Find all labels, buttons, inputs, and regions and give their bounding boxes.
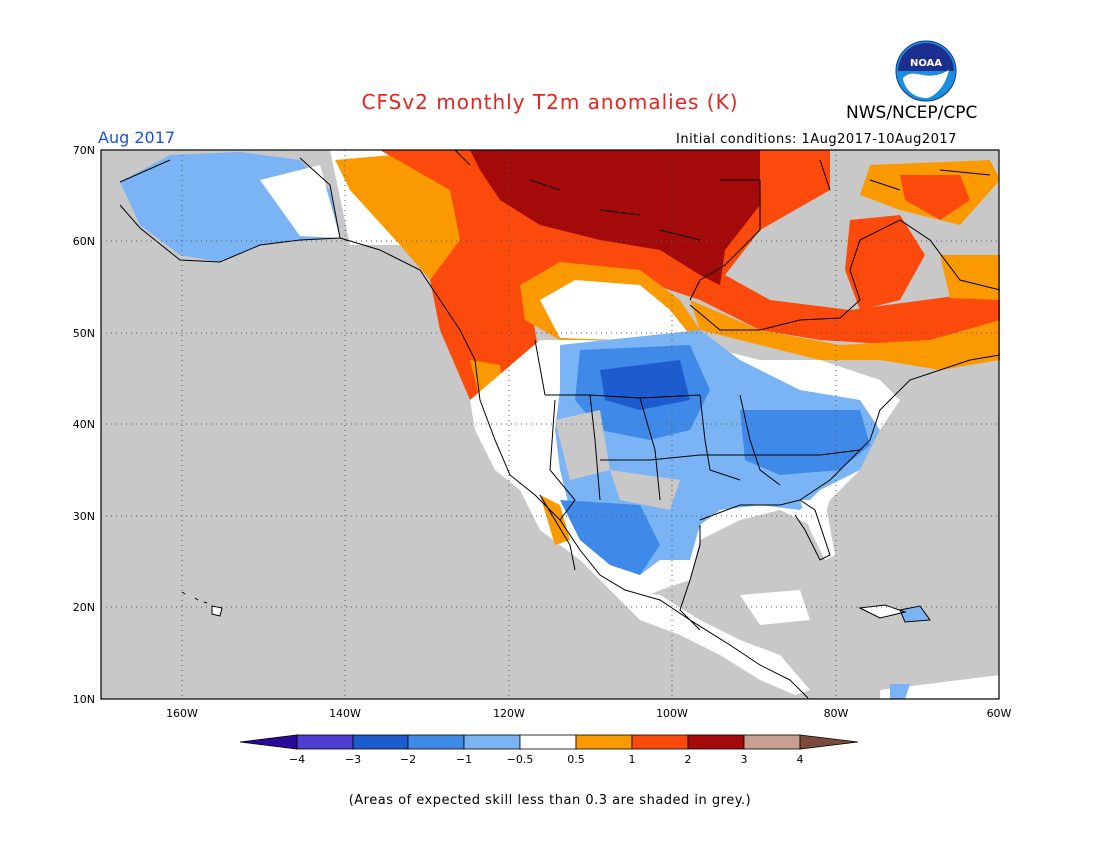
legend-tick: 2 (685, 753, 692, 766)
color-legend: −4 −3 −2 −1 −0.5 0.5 1 2 3 4 (239, 734, 859, 766)
legend-tick: 4 (797, 753, 804, 766)
legend-swatch (687, 734, 745, 750)
coastlines (119, 149, 1001, 699)
lon-label: 120W (493, 707, 525, 720)
legend-tick: −3 (345, 753, 361, 766)
legend-swatch (296, 734, 354, 750)
lat-label: 50N (73, 327, 95, 340)
legend-swatch (575, 734, 633, 750)
legend-swatch (407, 734, 465, 750)
lat-label: 20N (73, 601, 95, 614)
lon-label: 80W (824, 707, 849, 720)
initial-conditions: Initial conditions: 1Aug2017-10Aug2017 (676, 132, 957, 147)
lon-label: 160W (166, 707, 198, 720)
lon-label: 140W (329, 707, 361, 720)
legend-tick: −0.5 (507, 753, 534, 766)
lon-label: 60W (987, 707, 1012, 720)
lat-label: 60N (73, 235, 95, 248)
land-fills (120, 150, 1000, 699)
legend-tick: 0.5 (567, 753, 585, 766)
lat-label: 40N (73, 418, 95, 431)
legend-swatch (519, 734, 577, 750)
legend-tick: 3 (741, 753, 748, 766)
footnote: (Areas of expected skill less than 0.3 a… (348, 793, 752, 808)
lat-label: 70N (73, 144, 95, 157)
logo-text: NOAA (910, 58, 942, 69)
lat-label: 30N (73, 510, 95, 523)
legend-right-arrow (799, 734, 859, 750)
lon-axis: 160W 140W 120W 100W 80W 60W (166, 707, 1011, 720)
lat-axis: 70N 60N 50N 40N 30N 20N 10N (73, 144, 95, 706)
legend-tick: −1 (456, 753, 472, 766)
legend-swatch (631, 734, 689, 750)
agency-label: NWS/NCEP/CPC (846, 103, 978, 123)
legend-tick: −2 (400, 753, 416, 766)
forecast-period: Aug 2017 (98, 128, 176, 147)
legend-left-arrow (239, 734, 298, 750)
map-frame (100, 149, 1000, 700)
legend-tick: −4 (289, 753, 305, 766)
legend-swatch (352, 734, 409, 750)
legend-swatch (743, 734, 801, 750)
legend-swatch (463, 734, 521, 750)
chart-title: CFSv2 monthly T2m anomalies (K) (361, 90, 739, 114)
noaa-logo: NOAA (895, 40, 957, 102)
lon-label: 100W (656, 707, 688, 720)
legend-tick: 1 (629, 753, 636, 766)
lat-label: 10N (73, 693, 95, 706)
